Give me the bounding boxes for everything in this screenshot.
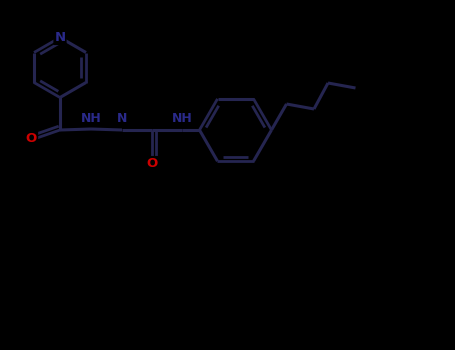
Text: O: O xyxy=(26,133,37,146)
Text: N: N xyxy=(55,31,66,44)
Text: O: O xyxy=(147,157,157,170)
Text: N: N xyxy=(117,112,127,126)
Text: NH: NH xyxy=(172,112,192,126)
Text: NH: NH xyxy=(81,112,101,125)
